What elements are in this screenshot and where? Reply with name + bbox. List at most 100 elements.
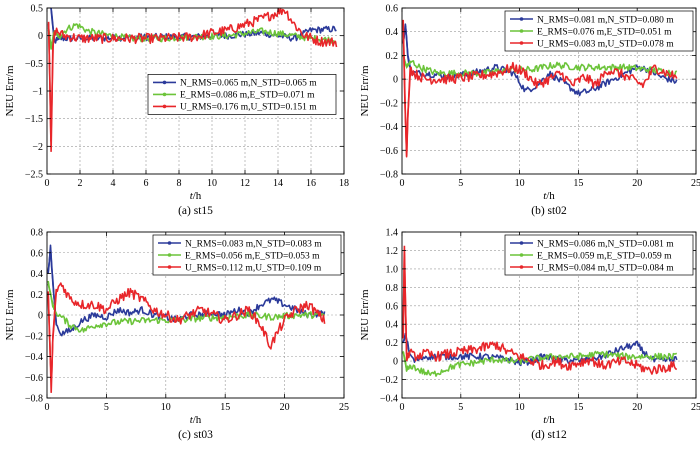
panel-caption: (b) st02 bbox=[531, 205, 567, 217]
y-axis-label: NEU Err/m bbox=[359, 65, 371, 116]
y-tick-label: 0.8 bbox=[31, 228, 44, 239]
legend-marker-U bbox=[519, 41, 524, 45]
y-tick-label: 0 bbox=[38, 31, 43, 42]
y-tick-label: 0.4 bbox=[386, 320, 399, 331]
legend-label-N: N_RMS=0.086 m,N_STD=0.081 m bbox=[537, 239, 674, 249]
legend-marker-N bbox=[167, 241, 172, 245]
x-tick-label: 0 bbox=[45, 402, 50, 413]
y-axis-label: NEU Err/m bbox=[4, 289, 16, 340]
y-tick-label: −1.5 bbox=[25, 114, 43, 125]
legend-label-U: U_RMS=0.083 m,U_STD=0.078 m bbox=[537, 39, 674, 49]
y-tick-label: −0.2 bbox=[380, 375, 398, 386]
legend: N_RMS=0.081 m,N_STD=0.080 m E_RMS=0.076 m… bbox=[504, 10, 694, 52]
x-tick-label: 25 bbox=[691, 402, 700, 413]
legend-marker-E bbox=[167, 253, 172, 257]
legend-marker-E bbox=[162, 92, 167, 97]
x-tick-label: 5 bbox=[104, 402, 109, 413]
y-tick-label: −0.4 bbox=[380, 394, 398, 405]
x-tick-label: 8 bbox=[177, 178, 182, 189]
y-tick-label: 0.4 bbox=[31, 269, 44, 280]
series-U-line bbox=[402, 251, 678, 375]
y-tick-label: −2 bbox=[32, 142, 43, 153]
series-group bbox=[402, 19, 678, 158]
plot-frame bbox=[401, 231, 697, 399]
series-group bbox=[47, 244, 326, 393]
legend: N_RMS=0.065 m,N_STD=0.065 m E_RMS=0.086 m… bbox=[147, 74, 337, 115]
y-axis-label: NEU Err/m bbox=[4, 65, 16, 116]
legend-label-E: E_RMS=0.059 m,E_STD=0.059 m bbox=[537, 251, 672, 261]
x-tick-label: 15 bbox=[573, 402, 583, 413]
x-tick-label: 20 bbox=[280, 402, 290, 413]
legend-box bbox=[504, 10, 694, 52]
legend-box bbox=[152, 234, 342, 276]
y-tick-label: −0.2 bbox=[25, 331, 43, 342]
series-E-line bbox=[402, 350, 678, 377]
series-E-line bbox=[47, 280, 325, 333]
x-tick-label: 2 bbox=[78, 178, 83, 189]
plot-frame bbox=[401, 7, 697, 175]
legend-marker-N bbox=[519, 17, 524, 21]
y-tick-label: 1.4 bbox=[386, 228, 399, 239]
y-tick-label: 0 bbox=[393, 75, 398, 86]
panel-caption: (c) st03 bbox=[178, 429, 213, 441]
y-tick-label: −1 bbox=[32, 87, 43, 98]
panel-caption: (a) st15 bbox=[178, 205, 213, 217]
legend-box bbox=[504, 234, 694, 276]
y-tick-label: 0.6 bbox=[386, 301, 399, 312]
y-tick-label: 0.6 bbox=[31, 248, 44, 259]
y-tick-label: 0.8 bbox=[386, 283, 399, 294]
legend-label-U: U_RMS=0.176 m,U_STD=0.151 m bbox=[180, 103, 317, 113]
x-tick-label: 4 bbox=[111, 178, 116, 189]
series-E-line bbox=[402, 54, 678, 78]
legend-box bbox=[147, 74, 337, 115]
y-tick-label: −0.6 bbox=[380, 146, 398, 157]
legend-label-E: E_RMS=0.056 m,E_STD=0.053 m bbox=[185, 251, 320, 261]
panel-st03: 0 5 10 15 20 25 −0.8 −0.6 −0.4 −0.2 0 0.2 0.4 0.6 0.8 t… bbox=[4, 228, 349, 442]
x-tick-label: 12 bbox=[240, 178, 250, 189]
x-axis-label: t/h bbox=[190, 190, 202, 202]
x-tick-label: 25 bbox=[691, 178, 700, 189]
x-tick-label: 10 bbox=[515, 178, 525, 189]
x-tick-label: 18 bbox=[339, 178, 349, 189]
x-tick-label: 10 bbox=[161, 402, 171, 413]
y-tick-label: −0.2 bbox=[380, 98, 398, 109]
y-tick-label: −0.4 bbox=[25, 352, 43, 363]
y-tick-label: −0.8 bbox=[25, 394, 43, 405]
panel-st12: 0 5 10 15 20 25 −0.4 −0.2 0 0.2 0.4 0.6 0.8 1.0 1.2 1.4… bbox=[359, 228, 700, 442]
x-axis-label: t/h bbox=[190, 414, 202, 426]
legend-label-N: N_RMS=0.065 m,N_STD=0.065 m bbox=[180, 79, 317, 89]
legend-label-U: U_RMS=0.084 m,U_STD=0.084 m bbox=[537, 263, 674, 273]
legend-marker-U bbox=[519, 265, 524, 269]
legend-label-E: E_RMS=0.076 m,E_STD=0.051 m bbox=[537, 27, 672, 37]
y-axis-label: NEU Err/m bbox=[359, 289, 371, 340]
x-tick-label: 15 bbox=[220, 402, 230, 413]
series-U-line bbox=[47, 282, 326, 379]
y-tick-label: −2.5 bbox=[25, 170, 43, 181]
x-tick-label: 10 bbox=[515, 402, 525, 413]
legend-marker-E bbox=[519, 29, 524, 33]
x-axis-label: t/h bbox=[543, 414, 555, 426]
x-tick-label: 20 bbox=[632, 178, 642, 189]
series-U-line bbox=[402, 22, 678, 158]
panel-st02: 0 5 10 15 20 25 −0.8 −0.6 −0.4 −0.2 0 0.2 0.4 0.6 t/h N… bbox=[359, 4, 700, 218]
y-tick-label: 0 bbox=[38, 311, 43, 322]
legend: N_RMS=0.083 m,N_STD=0.083 m E_RMS=0.056 m… bbox=[152, 234, 342, 276]
y-tick-label: −0.5 bbox=[25, 59, 43, 70]
x-tick-label: 25 bbox=[339, 402, 349, 413]
y-tick-label: 0.2 bbox=[386, 51, 399, 62]
x-tick-label: 0 bbox=[400, 178, 405, 189]
x-tick-label: 14 bbox=[273, 178, 283, 189]
x-tick-label: 15 bbox=[573, 178, 583, 189]
legend-label-E: E_RMS=0.086 m,E_STD=0.071 m bbox=[180, 91, 315, 101]
x-tick-label: 0 bbox=[400, 402, 405, 413]
series-U-line bbox=[47, 8, 338, 142]
y-tick-label: 1.0 bbox=[386, 264, 399, 275]
y-tick-label: 0 bbox=[393, 357, 398, 368]
y-tick-label: 0.2 bbox=[386, 338, 399, 349]
x-tick-label: 0 bbox=[45, 178, 50, 189]
y-tick-label: −0.8 bbox=[380, 170, 398, 181]
x-tick-label: 16 bbox=[306, 178, 316, 189]
legend-label-U: U_RMS=0.112 m,U_STD=0.109 m bbox=[185, 263, 322, 273]
legend-marker-N bbox=[162, 80, 167, 85]
x-axis-label: t/h bbox=[543, 190, 555, 202]
